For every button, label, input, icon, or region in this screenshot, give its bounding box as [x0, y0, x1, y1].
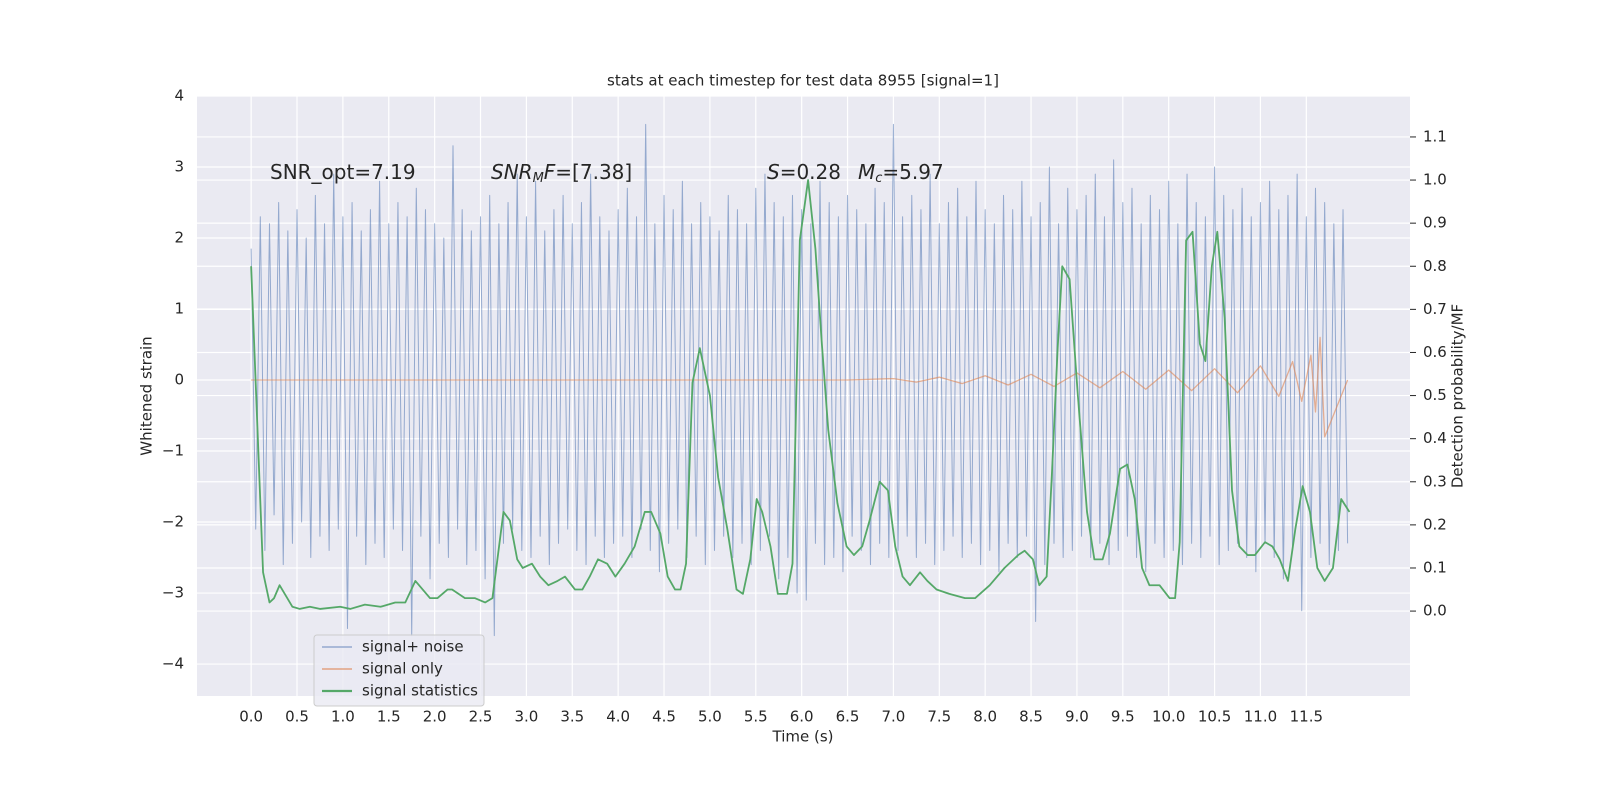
annotation-part: SNR: [491, 160, 533, 184]
y2-tick-label: 1.1: [1423, 127, 1447, 145]
y-tick-label: 1: [174, 300, 184, 318]
y2-axis-label: Detection probability/MF: [1449, 304, 1467, 488]
x-tick-label: 11.0: [1244, 708, 1277, 726]
annotation: SNRMF=[7.38]: [491, 160, 632, 186]
annotation-part: SNR_opt=7.19: [270, 160, 416, 184]
y-tick-label: 4: [174, 87, 184, 105]
grid: [197, 95, 1410, 696]
annotation: Mc=5.97: [858, 160, 944, 186]
x-tick-label: 5.0: [698, 708, 722, 726]
annotation: SNR_opt=7.19: [270, 160, 416, 184]
y2-tick-label: 1.0: [1423, 171, 1447, 189]
x-tick-label: 4.5: [652, 708, 676, 726]
legend: signal+ noise signal only signal statistic…: [313, 634, 485, 707]
chart-title: stats at each timestep for test data 895…: [607, 72, 999, 90]
x-tick-label: 6.0: [790, 708, 814, 726]
labels: 0.0 0.5 1.0 1.5 2.0 2.5 3.0 3.5 4.0 4.5 5.0 5.5 6.0 6…: [162, 87, 1447, 726]
legend-label: signal+ noise: [362, 638, 464, 656]
x-tick-label: 5.5: [744, 708, 768, 726]
annotation-part: c: [875, 171, 882, 186]
y-tick-label: 0: [174, 371, 184, 389]
x-tick-label: 0.0: [239, 708, 263, 726]
annotation-part: =0.28: [780, 160, 841, 184]
y2-tick-label: 0.5: [1423, 386, 1447, 404]
y2-tick-label: 0.9: [1423, 214, 1447, 232]
x-tick-label: 0.5: [285, 708, 309, 726]
legend-box: [313, 634, 485, 707]
y-tick-label: 3: [174, 158, 184, 176]
x-tick-label: 1.5: [377, 708, 401, 726]
y2-tick-label: 0.7: [1423, 300, 1447, 318]
y-tick-label: −1: [162, 442, 184, 460]
x-tick-label: 9.0: [1065, 708, 1089, 726]
series-line: [251, 336, 1349, 438]
series-line: [250, 179, 1351, 610]
y2-tick-label: 0.4: [1423, 429, 1447, 447]
x-tick-label: 7.0: [881, 708, 905, 726]
y-tick-label: −3: [162, 584, 184, 602]
x-tick-label: 9.5: [1111, 708, 1135, 726]
marks: [250, 123, 1351, 637]
x-tick-label: 1.0: [331, 708, 355, 726]
x-tick-label: 10.5: [1198, 708, 1231, 726]
x-tick-label: 6.5: [836, 708, 860, 726]
x-tick-label: 8.5: [1019, 708, 1043, 726]
y2-tick-label: 0.3: [1423, 472, 1447, 490]
x-tick-label: 2.5: [469, 708, 493, 726]
y-tick-label: 2: [174, 229, 184, 247]
x-tick-label: 10.0: [1152, 708, 1185, 726]
y-tick-label: −2: [162, 513, 184, 531]
annotation-part: F: [544, 160, 556, 184]
x-axis-label: Time (s): [772, 728, 834, 746]
y2-tick-label: 0.0: [1423, 602, 1447, 620]
annotation-part: M: [858, 160, 875, 184]
x-tick-label: 11.5: [1290, 708, 1323, 726]
x-tick-label: 7.5: [927, 708, 951, 726]
x-tick-label: 3.0: [514, 708, 538, 726]
annotation-part: M: [533, 171, 544, 186]
x-tick-label: 8.0: [973, 708, 997, 726]
annotation-part: =[7.38]: [555, 160, 632, 184]
y-axis-label: Whitened strain: [138, 336, 156, 455]
y2-tick-label: 0.8: [1423, 257, 1447, 275]
legend-label: signal statistics: [362, 682, 478, 700]
x-tick-label: 4.0: [606, 708, 630, 726]
annotation-part: S: [767, 160, 780, 184]
annotation: S=0.28: [767, 160, 841, 184]
annotation-part: =5.97: [882, 160, 943, 184]
y2-tick-label: 0.6: [1423, 343, 1447, 361]
x-tick-label: 2.0: [423, 708, 447, 726]
y2-tick-label: 0.1: [1423, 558, 1447, 576]
x-tick-label: 3.5: [560, 708, 584, 726]
y-tick-label: −4: [162, 655, 184, 673]
series-line: [250, 123, 1349, 637]
y2-tick-label: 0.2: [1423, 515, 1447, 533]
legend-label: signal only: [362, 660, 443, 678]
